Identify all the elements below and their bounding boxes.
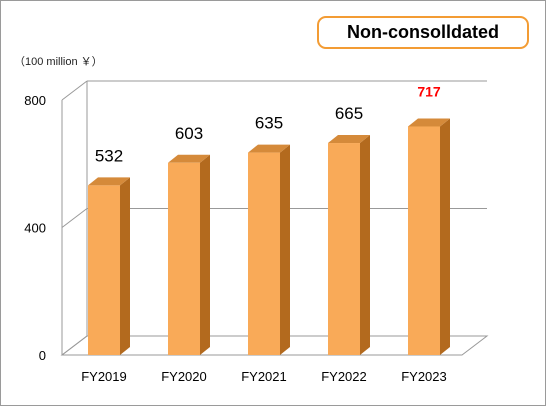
bar-side bbox=[200, 154, 210, 355]
x-tick-label: FY2019 bbox=[81, 369, 127, 384]
bar-front bbox=[168, 162, 200, 355]
data-label: 532 bbox=[95, 146, 123, 165]
gridline-side bbox=[61, 80, 88, 101]
bar-side bbox=[280, 144, 290, 355]
bar-top bbox=[248, 144, 290, 153]
x-tick-label: FY2022 bbox=[321, 369, 367, 384]
y-tick-label: 800 bbox=[24, 93, 46, 108]
bar-front bbox=[408, 126, 440, 355]
bar-FY2022 bbox=[328, 135, 370, 355]
bar-FY2019 bbox=[88, 177, 130, 355]
x-tick-label: FY2020 bbox=[161, 369, 207, 384]
bar-side bbox=[440, 118, 450, 355]
unit-label: （100 million ￥） bbox=[14, 56, 103, 68]
y-tick-label: 0 bbox=[39, 348, 46, 363]
y-tick-label: 400 bbox=[24, 221, 46, 236]
bars bbox=[88, 118, 450, 355]
bar-FY2023 bbox=[408, 118, 450, 355]
x-tick-label: FY2021 bbox=[241, 369, 287, 384]
bar-FY2021 bbox=[248, 144, 290, 355]
bar-front bbox=[328, 143, 360, 355]
gridline-side bbox=[61, 208, 88, 228]
data-label: 665 bbox=[335, 104, 363, 123]
data-labels: 532 603 635 665 717 bbox=[95, 83, 441, 165]
x-tick-label: FY2023 bbox=[401, 369, 447, 384]
bar-top bbox=[88, 177, 130, 186]
y-axis-ticks: 0 400 800 bbox=[24, 93, 46, 363]
x-axis-ticks: FY2019 FY2020 FY2021 FY2022 FY2023 bbox=[81, 369, 447, 384]
bar-FY2020 bbox=[168, 154, 210, 355]
data-label: 603 bbox=[175, 124, 203, 143]
data-label: 635 bbox=[255, 114, 283, 133]
bar-top bbox=[408, 118, 450, 127]
data-label: 717 bbox=[417, 83, 441, 99]
bar-front bbox=[88, 185, 120, 355]
bar-top bbox=[168, 154, 210, 163]
bar-top bbox=[328, 135, 370, 144]
bar-side bbox=[120, 177, 130, 355]
bar-front bbox=[248, 152, 280, 355]
non-consolidated-badge: Non-consolldated bbox=[317, 16, 529, 49]
bar-side bbox=[360, 135, 370, 355]
